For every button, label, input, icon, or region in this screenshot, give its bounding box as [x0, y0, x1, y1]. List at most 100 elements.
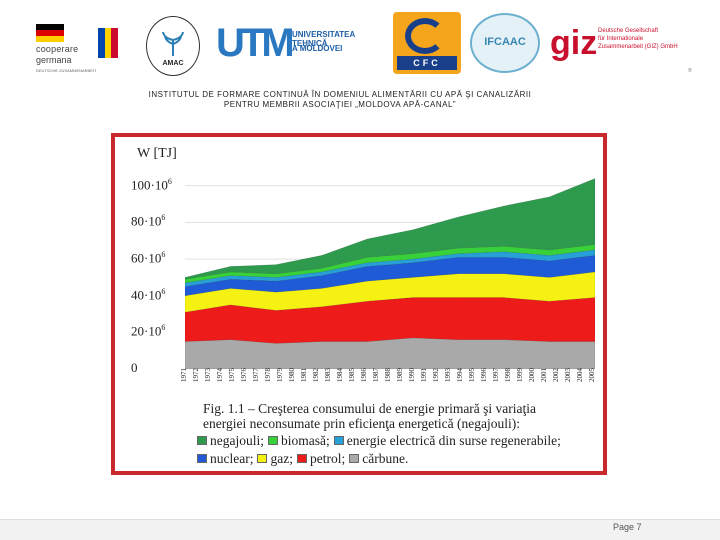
amac-text: AMAC: [162, 60, 184, 67]
utm-logo: UTM UNIVERSITATEA TEHNICĂ A MOLDOVEI: [216, 20, 386, 68]
x-tick-1976: 1976: [240, 368, 248, 382]
x-tick-1982: 1982: [312, 368, 320, 382]
y-tick-0: 100·106: [131, 177, 179, 193]
legend-swatch-biomasa: [268, 436, 278, 445]
y-tick-exponent: 6: [161, 323, 166, 333]
legend-label-regenerabile: energie electrică din surse regenerabile…: [346, 433, 561, 448]
utm-name-line1: UNIVERSITATEA TEHNICĂ: [292, 30, 355, 48]
y-tick-exponent: 6: [161, 213, 166, 223]
giz-logo: giz Deutsche Gesellschaft für Internatio…: [548, 24, 698, 72]
x-tick-1994: 1994: [456, 368, 464, 382]
x-tick-2005: 2005: [588, 368, 596, 382]
logo-bar: cooperare germana DEUTSCHE ZUSAMMENARBEI…: [0, 0, 720, 86]
area-petrol: [185, 297, 595, 344]
coop-line3: DEUTSCHE ZUSAMMENARBEIT: [36, 68, 97, 73]
legend-swatch-nuclear: [197, 454, 207, 463]
area-gaz: [185, 271, 595, 313]
x-tick-1999: 1999: [516, 368, 524, 382]
x-tick-1985: 1985: [348, 368, 356, 382]
area-biomasa: [185, 244, 595, 284]
legend-item-carbune: cărbune.: [349, 451, 408, 466]
cooperare-germana-logo: cooperare germana DEUTSCHE ZUSAMMENARBEI…: [34, 22, 124, 76]
giz-line2: für Internationale: [598, 36, 644, 42]
amac-ring-icon: [146, 16, 200, 76]
x-tick-1977: 1977: [252, 368, 260, 382]
legend-label-negajouli: negajouli;: [210, 433, 264, 448]
german-flag-icon: [36, 24, 64, 42]
x-tick-1996: 1996: [480, 368, 488, 382]
y-tick-exponent: 6: [161, 286, 166, 296]
moldova-flag-icon: [98, 28, 119, 58]
legend-item-nuclear: nuclear;: [197, 451, 253, 466]
x-tick-1988: 1988: [384, 368, 392, 382]
x-tick-1980: 1980: [288, 368, 296, 382]
x-tick-2003: 2003: [564, 368, 572, 382]
coop-line2: germana: [36, 55, 72, 65]
legend-item-biomasa: biomasă;: [268, 433, 330, 448]
legend-swatch-gaz: [257, 454, 268, 463]
x-tick-1978: 1978: [264, 368, 272, 382]
y-axis-label: W [TJ]: [137, 146, 177, 161]
utm-name-line2: A MOLDOVEI: [292, 44, 343, 53]
y-tick-exponent: 6: [161, 250, 166, 260]
x-tick-1993: 1993: [444, 368, 452, 382]
y-tick-value: 40·10: [131, 287, 162, 303]
x-tick-1989: 1989: [396, 368, 404, 382]
utm-mark: UTM: [216, 21, 295, 65]
giz-registered-icon: ®: [688, 68, 692, 74]
coop-line1: cooperare: [36, 44, 79, 54]
caption-line1: Fig. 1.1 – Creşterea consumului de energ…: [203, 401, 537, 416]
globe-icon: [470, 13, 540, 73]
legend-swatch-petrol: [296, 454, 307, 463]
legend-swatch-regenerabile: [333, 436, 344, 445]
area-negajouli: [185, 178, 595, 280]
x-tick-1983: 1983: [324, 368, 332, 382]
y-tick-4: 20·106: [131, 323, 179, 339]
y-tick-5: 0: [131, 360, 179, 376]
legend-item-gaz: gaz;: [257, 451, 293, 466]
x-tick-1998: 1998: [504, 368, 512, 382]
ifcaac-logo: IFCAAC: [470, 13, 540, 73]
x-tick-1973: 1973: [204, 368, 212, 382]
ifcaac-text: IFCAAC: [484, 36, 526, 48]
x-tick-1997: 1997: [492, 368, 500, 382]
legend-item-negajouli: negajouli;: [197, 433, 264, 448]
x-tick-1995: 1995: [468, 368, 476, 382]
y-tick-value: 100·10: [131, 177, 168, 193]
legend-item-regenerabile: energie electrică din surse regenerabile…: [333, 433, 561, 448]
caption-line2: energiei neconsumate prin eficienţa ener…: [203, 416, 520, 431]
giz-line1: Deutsche Gesellschaft: [598, 28, 659, 34]
x-tick-2004: 2004: [576, 368, 584, 382]
legend-label-gaz: gaz;: [270, 451, 293, 466]
x-tick-2000: 2000: [528, 368, 536, 382]
x-tick-1981: 1981: [300, 368, 308, 382]
x-tick-1971: 1971: [180, 368, 188, 382]
legend-swatch-carbune: [349, 454, 360, 463]
institute-line1: INSTITUTUL DE FORMARE CONTINUĂ ÎN DOMENI…: [148, 90, 532, 99]
legend-label-carbune: cărbune.: [362, 451, 409, 466]
x-tick-2002: 2002: [552, 368, 560, 382]
x-tick-labels: 1971 1972 1973 1974 1975 1976 1977 1978 1979 1980…: [178, 368, 598, 392]
y-tick-value: 0: [131, 360, 138, 375]
legend-label-biomasa: biomasă;: [281, 433, 330, 448]
institute-line2: PENTRU MEMBRII ASOCIAŢIEI „MOLDOVA APĂ-C…: [223, 100, 457, 109]
x-tick-1975: 1975: [228, 368, 236, 382]
footer-bar: [0, 519, 720, 540]
y-tick-1: 80·106: [131, 213, 179, 229]
legend-item-petrol: petrol;: [296, 451, 345, 466]
x-tick-1984: 1984: [336, 368, 344, 382]
legend-row-1: negajouli; biomasă; energie electrică din …: [197, 433, 565, 448]
x-tick-1974: 1974: [216, 368, 224, 382]
legend-swatch-negajouli: [197, 436, 207, 445]
x-tick-1972: 1972: [192, 368, 200, 382]
institute-title: INSTITUTUL DE FORMARE CONTINUĂ ÎN DOMENI…: [110, 90, 570, 110]
x-tick-1979: 1979: [276, 368, 284, 382]
x-tick-1992: 1992: [432, 368, 440, 382]
figure-frame: W [TJ] 100·106 80·106 60·106 40·106 20·106 0 …: [111, 133, 607, 475]
energy-area-chart: [185, 173, 595, 369]
y-tick-2: 60·106: [131, 250, 179, 266]
amac-logo: AMAC: [146, 16, 200, 76]
area-regenerabile: [185, 249, 595, 287]
giz-mark: giz: [550, 24, 598, 62]
x-tick-1991: 1991: [420, 368, 428, 382]
